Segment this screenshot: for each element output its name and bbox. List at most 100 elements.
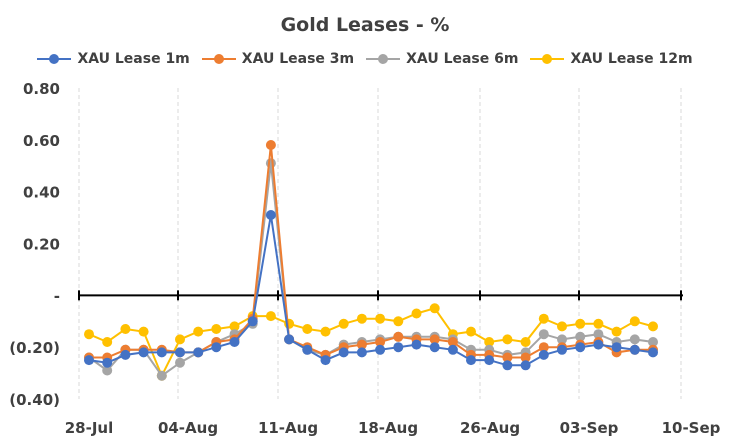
data-point-s3-5 <box>175 334 185 345</box>
data-point-s0-11 <box>284 334 295 345</box>
legend-label-lease-1m: XAU Lease 1m <box>77 51 190 67</box>
data-point-s1-19 <box>429 334 440 345</box>
legend-swatch-lease-6m <box>366 54 401 64</box>
x-tick-label-5: 03-Sep <box>560 419 619 437</box>
legend-swatch-lease-1m <box>37 54 72 64</box>
y-tick-label-2: 0.40 <box>23 184 60 202</box>
x-tick-label-2: 11-Aug <box>258 419 318 437</box>
data-point-s2-26 <box>557 334 567 345</box>
data-point-s2-25 <box>538 329 549 340</box>
data-point-s1-17 <box>393 331 404 342</box>
data-point-s3-28 <box>593 318 604 329</box>
data-point-s0-9 <box>247 316 258 327</box>
data-point-s0-0 <box>84 355 94 366</box>
data-point-s0-8 <box>229 337 240 347</box>
data-point-s0-21 <box>466 355 476 366</box>
data-point-s3-7 <box>211 324 222 334</box>
data-point-s0-28 <box>593 339 604 350</box>
data-point-s2-4 <box>156 370 167 381</box>
legend-item-lease-3m: XAU Lease 3m <box>201 51 355 67</box>
data-point-s0-18 <box>411 339 422 350</box>
data-point-s3-19 <box>429 303 440 314</box>
data-point-s3-1 <box>102 337 113 347</box>
legend-label-lease-12m: XAU Lease 12m <box>570 51 693 67</box>
data-point-s1-16 <box>375 337 386 347</box>
x-tick-label-6: 10-Sep <box>662 419 721 437</box>
data-point-s0-25 <box>538 349 549 360</box>
data-point-s0-31 <box>648 347 658 358</box>
data-point-s3-30 <box>629 316 640 327</box>
data-point-s2-30 <box>629 334 640 345</box>
data-point-s3-17 <box>393 316 404 327</box>
data-point-s0-14 <box>338 347 349 358</box>
data-point-s0-2 <box>120 349 131 360</box>
data-point-s0-12 <box>302 344 313 355</box>
data-point-s0-29 <box>611 342 622 353</box>
data-point-s0-17 <box>393 342 404 353</box>
data-point-s0-27 <box>575 342 586 353</box>
data-point-s0-1 <box>102 357 113 368</box>
data-point-s3-21 <box>466 326 476 337</box>
data-point-s1-15 <box>356 339 367 350</box>
legend-label-lease-6m: XAU Lease 6m <box>406 51 519 67</box>
data-point-s2-10 <box>265 158 276 169</box>
y-tick-label-1: 0.60 <box>23 132 60 150</box>
legend-item-lease-12m: XAU Lease 12m <box>530 51 693 67</box>
data-point-s3-18 <box>411 308 422 319</box>
data-point-s3-13 <box>320 326 331 337</box>
x-tick-label-0: 28-Jul <box>65 419 114 437</box>
data-point-s1-20 <box>447 337 458 347</box>
data-point-s2-27 <box>575 331 586 342</box>
data-point-s1-24 <box>520 352 531 363</box>
legend-item-lease-6m: XAU Lease 6m <box>366 51 518 67</box>
data-point-s1-25 <box>538 342 549 353</box>
data-point-s3-23 <box>502 334 513 345</box>
legend-swatch-lease-12m <box>530 54 565 64</box>
data-point-s3-10 <box>265 311 276 322</box>
data-point-s1-10 <box>265 140 276 150</box>
data-point-s0-24 <box>520 360 531 371</box>
data-point-s0-7 <box>211 342 222 353</box>
data-point-s0-26 <box>557 344 567 355</box>
y-tick-label-6: (0.40) <box>9 391 60 409</box>
data-point-s3-15 <box>356 313 367 324</box>
data-point-s0-10 <box>265 210 276 220</box>
data-point-s3-8 <box>229 321 240 332</box>
data-point-s3-0 <box>84 329 94 340</box>
y-tick-label-0: 0.80 <box>23 80 60 98</box>
data-point-s0-16 <box>375 344 386 355</box>
legend: XAU Lease 1m XAU Lease 3m XAU Lease 6m X… <box>0 51 730 67</box>
data-point-s3-16 <box>375 313 386 324</box>
x-tick-label-4: 26-Aug <box>460 419 520 437</box>
data-point-s2-28 <box>593 329 604 340</box>
data-point-s0-6 <box>193 347 204 358</box>
data-point-s3-3 <box>138 326 149 337</box>
data-point-s3-6 <box>193 326 204 337</box>
data-point-s3-31 <box>648 321 658 332</box>
data-point-s0-13 <box>320 355 331 366</box>
data-point-s3-12 <box>302 324 313 334</box>
x-tick-label-1: 04-Aug <box>158 419 218 437</box>
data-point-s0-5 <box>175 347 185 358</box>
data-point-s0-15 <box>356 347 367 358</box>
y-tick-label-4: - <box>54 287 60 305</box>
data-point-s3-29 <box>611 326 622 337</box>
legend-item-lease-1m: XAU Lease 1m <box>37 51 190 67</box>
data-point-s0-22 <box>484 355 495 366</box>
data-point-s3-2 <box>120 324 131 334</box>
y-tick-label-5: (0.20) <box>9 339 60 357</box>
data-point-s2-1 <box>102 365 113 376</box>
data-point-s0-19 <box>429 342 440 353</box>
data-point-s1-23 <box>502 352 513 363</box>
data-point-s3-24 <box>520 337 531 347</box>
data-point-s0-3 <box>138 347 149 358</box>
data-point-s3-27 <box>575 318 586 329</box>
legend-label-lease-3m: XAU Lease 3m <box>241 51 355 67</box>
data-point-s3-25 <box>538 313 549 324</box>
chart-title: Gold Leases - % <box>280 14 450 36</box>
data-point-s0-4 <box>156 347 167 358</box>
series-line-3 <box>88 307 654 379</box>
x-tick-label-3: 18-Aug <box>358 419 418 437</box>
data-point-s0-23 <box>502 360 513 371</box>
legend-swatch-lease-3m <box>201 54 236 64</box>
